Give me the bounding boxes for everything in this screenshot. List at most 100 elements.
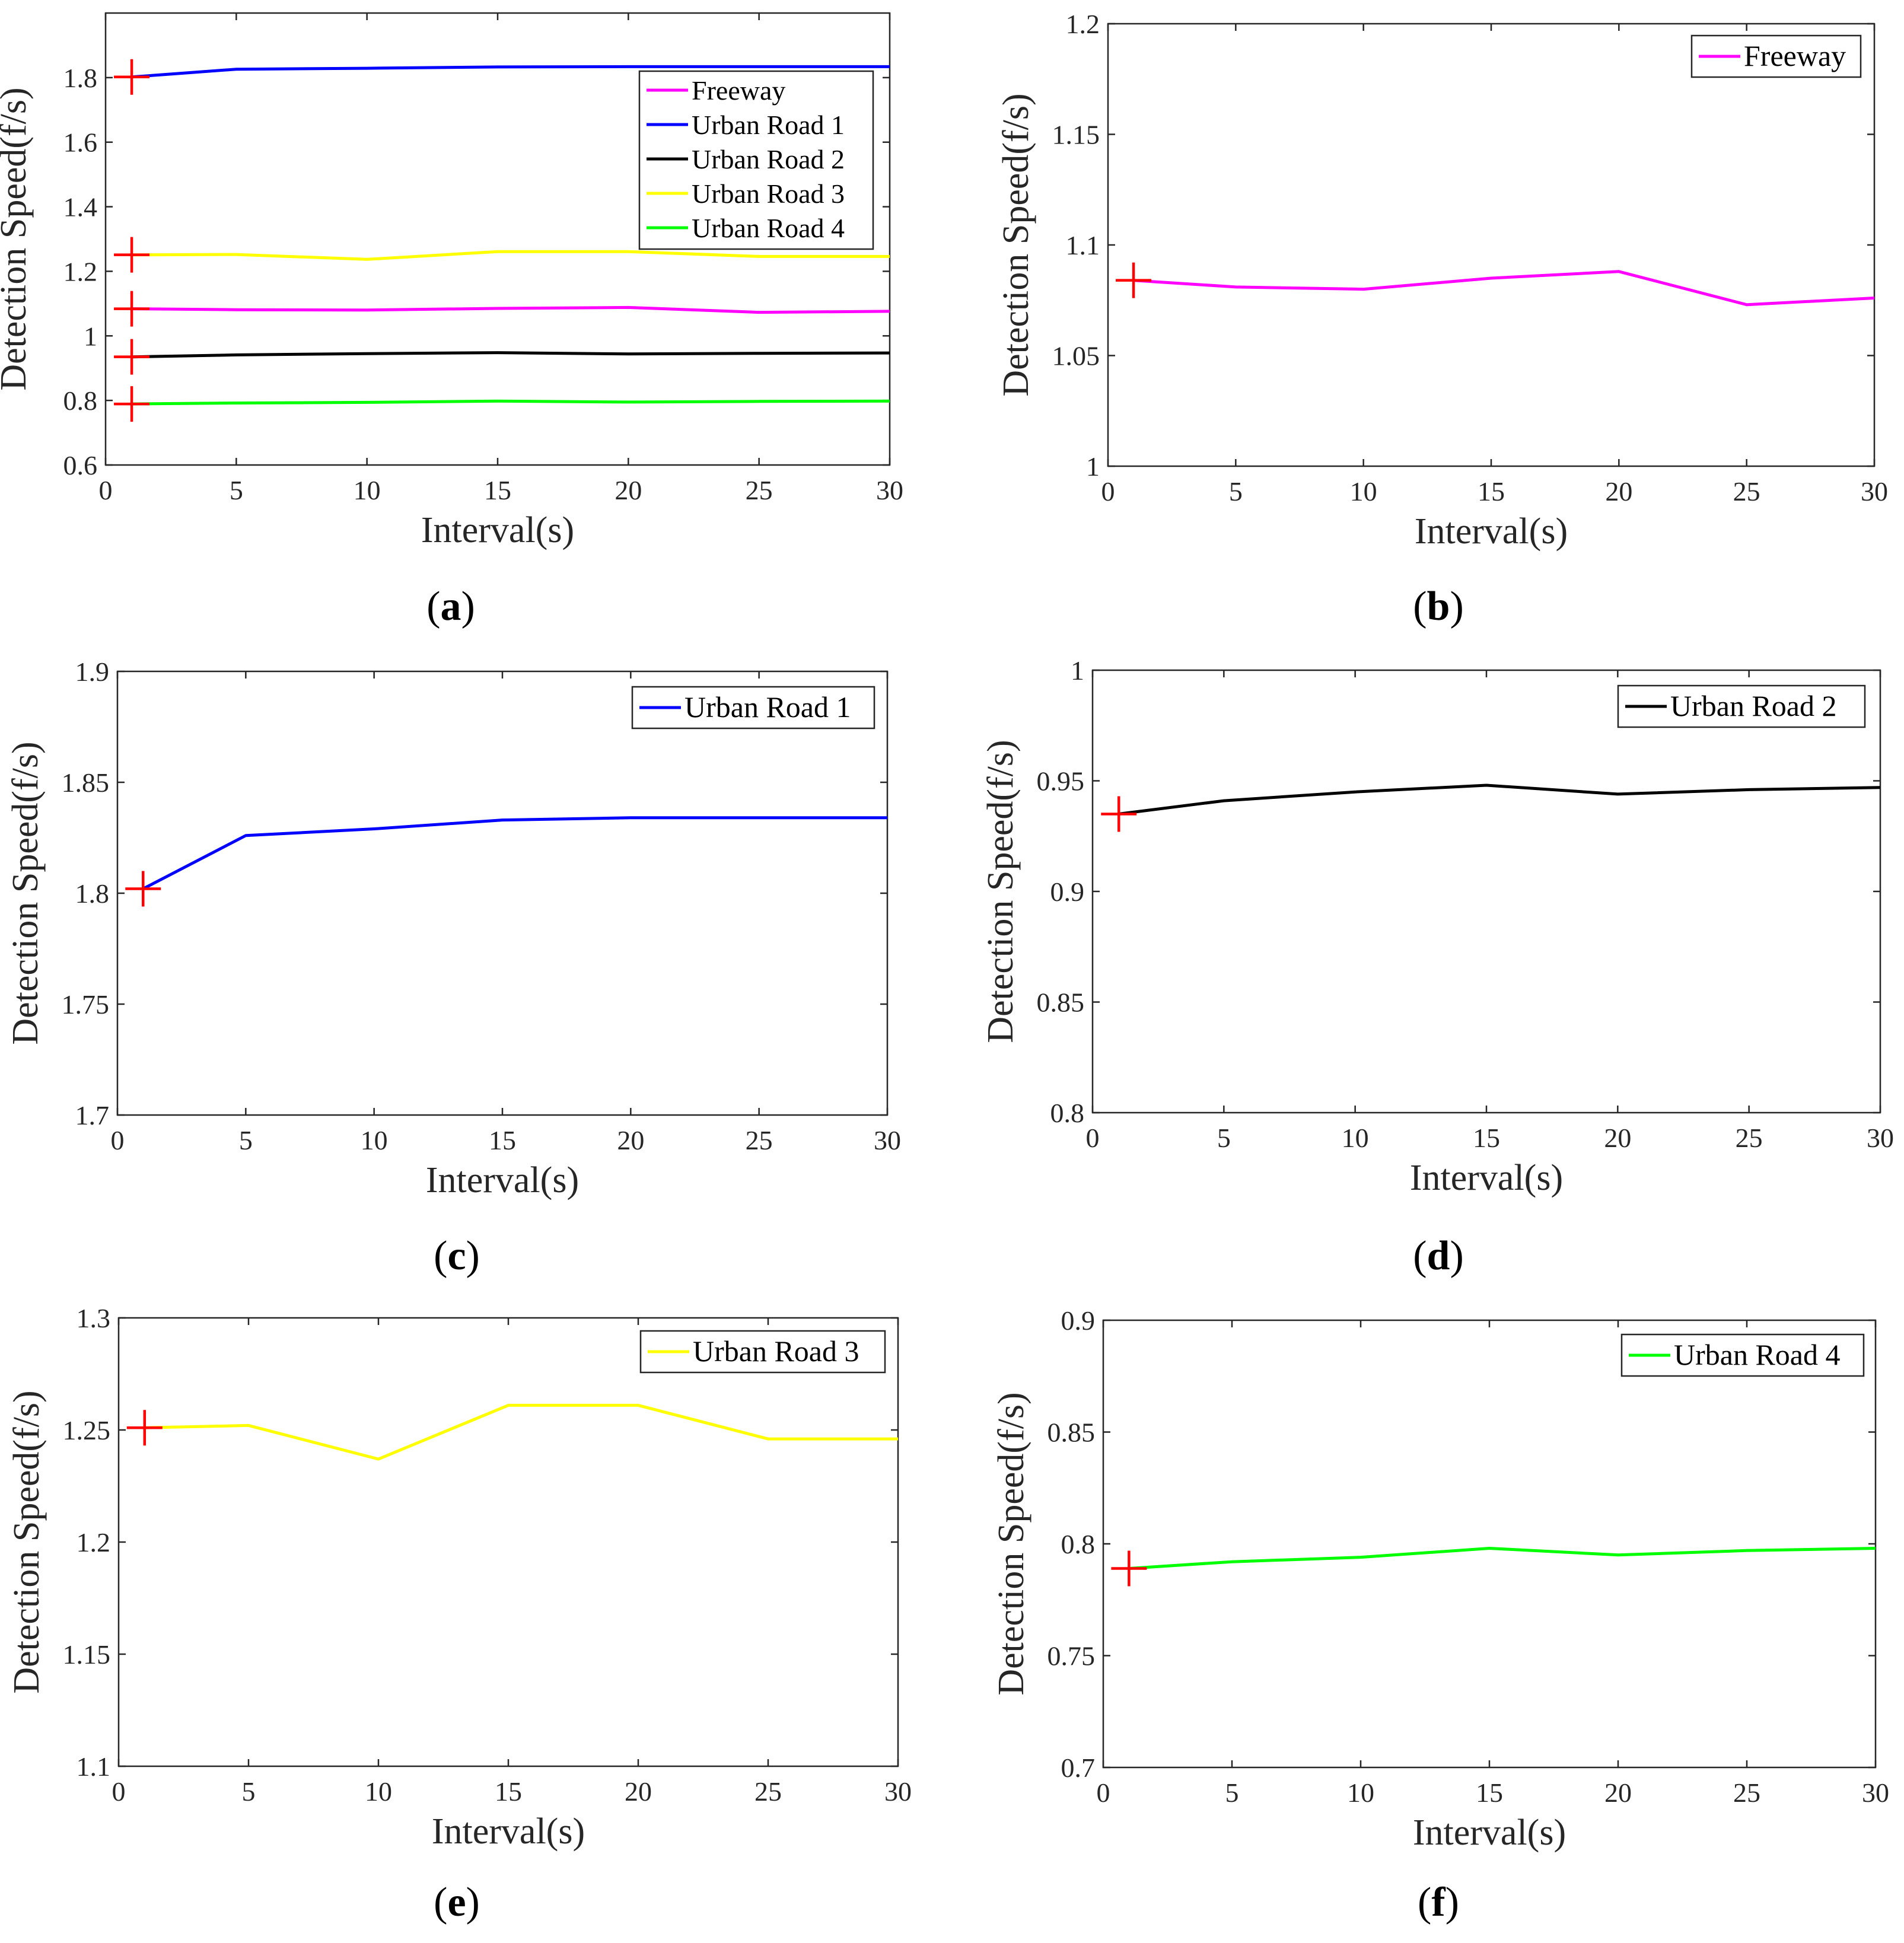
subplot-caption: (f) xyxy=(1418,1880,1459,1925)
y-tick-label: 1 xyxy=(1071,655,1084,686)
y-tick-label: 0.9 xyxy=(1050,877,1085,907)
x-tick-label: 30 xyxy=(876,475,903,505)
subplot-caption: (b) xyxy=(1413,584,1464,629)
x-tick-label: 30 xyxy=(1867,1123,1894,1153)
x-tick-label: 15 xyxy=(495,1776,522,1807)
legend: Urban Road 3 xyxy=(639,1330,886,1374)
y-tick-label: 1.8 xyxy=(63,63,98,93)
start-marker xyxy=(126,1410,163,1446)
x-tick-label: 20 xyxy=(625,1776,652,1807)
legend-label: Freeway xyxy=(1744,39,1846,72)
legend-label: Urban Road 1 xyxy=(692,110,845,140)
series-line-urban-road-4 xyxy=(1129,1547,1876,1570)
x-tick-label: 10 xyxy=(1350,476,1377,507)
y-tick-label: 0.85 xyxy=(1047,1418,1096,1448)
x-tick-label: 0 xyxy=(1086,1123,1100,1153)
x-tick-label: 10 xyxy=(361,1125,388,1155)
y-tick-label: 1 xyxy=(1086,451,1100,482)
y-axis-label: Detection Speed(f/s) xyxy=(996,93,1036,396)
x-tick-label: 0 xyxy=(99,475,113,505)
x-tick-label: 30 xyxy=(1861,476,1888,507)
y-tick-label: 0.8 xyxy=(1050,1098,1085,1128)
y-tick-label: 1.15 xyxy=(63,1639,111,1670)
x-tick-label: 30 xyxy=(874,1125,901,1155)
legend: Urban Road 2 xyxy=(1617,684,1866,728)
x-axis-label: Interval(s) xyxy=(1410,1158,1563,1198)
y-axis-label: Detection Speed(f/s) xyxy=(991,1392,1031,1695)
x-axis-label: Interval(s) xyxy=(1413,1813,1566,1853)
legend: Urban Road 4 xyxy=(1620,1333,1865,1377)
subplot-b: 0 5 10 15 20 25 30 1 1.05 1.1 1.15 1.2 Interval(s) De… xyxy=(996,9,1888,629)
start-marker xyxy=(114,339,150,375)
x-tick-label: 25 xyxy=(1733,476,1760,507)
subplot-caption: (a) xyxy=(426,584,475,629)
legend: Freeway xyxy=(1690,34,1862,78)
y-tick-label: 1.25 xyxy=(63,1415,111,1445)
x-tick-label: 20 xyxy=(1604,1123,1631,1153)
y-tick-label: 0.95 xyxy=(1037,766,1085,797)
series-line-urban-road-2 xyxy=(1118,783,1881,816)
x-tick-label: 5 xyxy=(239,1125,253,1155)
x-tick-label: 15 xyxy=(1478,476,1505,507)
plot-area xyxy=(116,670,889,1116)
legend-label: Urban Road 4 xyxy=(692,213,845,243)
subplot-caption: (d) xyxy=(1413,1233,1464,1279)
series-line-urban-road-3 xyxy=(132,250,890,261)
x-axis-label: Interval(s) xyxy=(426,1160,579,1200)
y-tick-label: 1.1 xyxy=(77,1751,111,1782)
x-tick-label: 0 xyxy=(1101,476,1115,507)
x-tick-label: 15 xyxy=(1473,1123,1500,1153)
y-axis-label: Detection Speed(f/s) xyxy=(980,740,1021,1043)
y-tick-label: 0.7 xyxy=(1061,1753,1096,1783)
x-tick-label: 30 xyxy=(884,1776,912,1807)
x-tick-label: 15 xyxy=(489,1125,516,1155)
y-tick-label: 1.2 xyxy=(77,1527,111,1557)
y-tick-label: 1.15 xyxy=(1052,120,1100,150)
series-line-urban-road-1 xyxy=(142,816,887,890)
subplot-d: 0 5 10 15 20 25 30 0.8 0.85 0.9 0.95 1 Interval(s) De… xyxy=(980,655,1894,1279)
start-marker xyxy=(125,871,161,907)
x-tick-label: 15 xyxy=(1476,1778,1503,1808)
x-tick-label: 25 xyxy=(1733,1778,1760,1808)
y-tick-label: 0.6 xyxy=(63,450,98,480)
series-line-freeway xyxy=(1133,270,1875,307)
x-tick-label: 0 xyxy=(111,1125,125,1155)
x-tick-label: 10 xyxy=(354,475,381,505)
x-axis-label: Interval(s) xyxy=(1415,511,1568,552)
subplot-a: 0 5 10 15 20 25 30 0.6 0.8 1 1.2 1.4 1.6 1.8 Interval(… xyxy=(0,12,903,629)
legend-label: Urban Road 4 xyxy=(1674,1338,1841,1371)
y-tick-label: 1.7 xyxy=(75,1100,110,1130)
x-tick-label: 10 xyxy=(1342,1123,1369,1153)
subplot-c: 0 5 10 15 20 25 30 1.7 1.75 1.8 1.85 1.9 Interval(s)… xyxy=(5,657,901,1279)
x-tick-label: 5 xyxy=(1229,476,1243,507)
series-line-urban-road-4 xyxy=(132,399,890,406)
plot-area xyxy=(1107,23,1876,467)
y-tick-label: 0.85 xyxy=(1037,988,1085,1018)
x-tick-label: 0 xyxy=(112,1776,126,1807)
x-tick-label: 5 xyxy=(230,475,243,505)
x-tick-label: 25 xyxy=(746,475,773,505)
y-tick-label: 1.2 xyxy=(63,256,98,286)
legend: Urban Road 1 xyxy=(631,686,875,730)
start-marker xyxy=(114,291,150,327)
start-marker xyxy=(114,386,150,422)
y-tick-label: 0.75 xyxy=(1047,1641,1096,1671)
x-tick-label: 25 xyxy=(1736,1123,1763,1153)
legend: Freeway Urban Road 1 Urban Road 2 Urban Roa… xyxy=(638,70,874,250)
start-marker xyxy=(1111,1550,1147,1587)
plot-area xyxy=(1091,669,1881,1114)
plot-area xyxy=(1102,1319,1877,1769)
legend-label: Urban Road 2 xyxy=(692,144,845,174)
y-tick-label: 0.8 xyxy=(1061,1529,1096,1559)
start-marker xyxy=(1101,796,1137,832)
x-tick-label: 20 xyxy=(1604,1778,1632,1808)
x-tick-label: 20 xyxy=(1605,476,1632,507)
y-tick-label: 1 xyxy=(84,321,97,351)
y-axis-label: Detection Speed(f/s) xyxy=(5,741,46,1044)
y-tick-label: 1.1 xyxy=(1066,230,1100,260)
start-marker xyxy=(1116,262,1152,298)
subplot-caption: (e) xyxy=(434,1880,480,1925)
y-tick-label: 1.05 xyxy=(1052,341,1100,371)
legend-label: Freeway xyxy=(692,75,785,106)
